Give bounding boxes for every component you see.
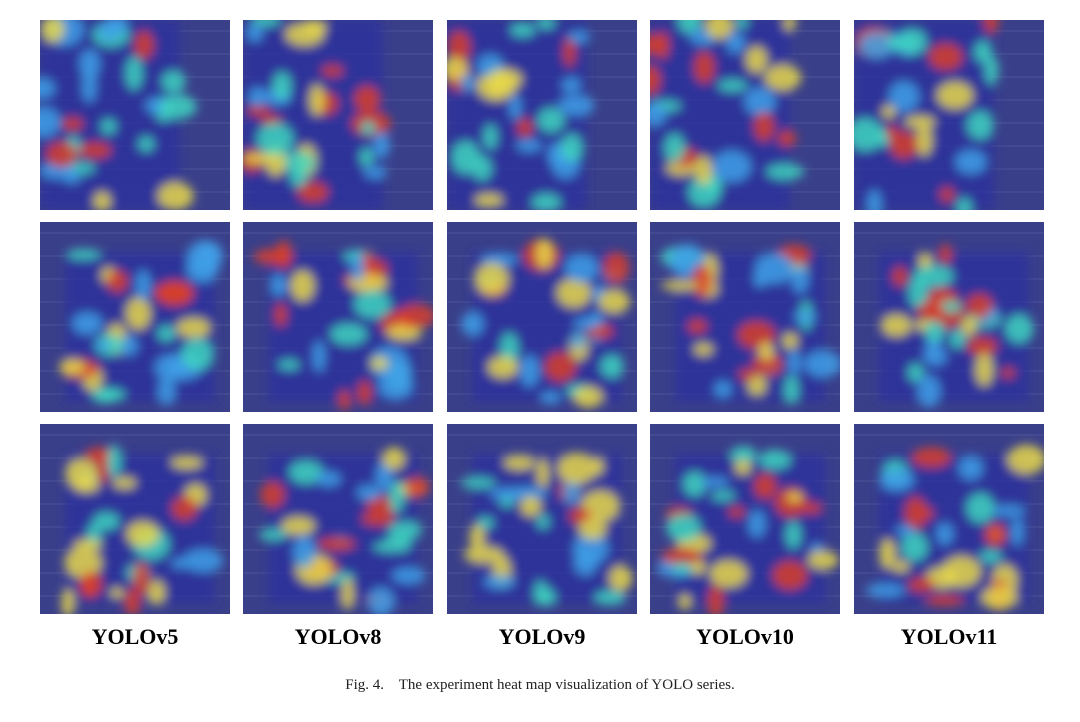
column-label-yolov9: YOLOv9 <box>498 624 586 649</box>
heatmap-overlay <box>854 222 1044 412</box>
heatmap-overlay <box>447 222 637 412</box>
heatmap-figure-grid <box>40 20 1044 614</box>
heatmap-overlay <box>650 222 840 412</box>
heatmap-image-yolov9-row-1 <box>447 20 637 210</box>
heatmap-overlay <box>854 20 1044 210</box>
heatmap-image-yolov10-row-1 <box>650 20 840 210</box>
heatmap-overlay <box>40 20 230 210</box>
heatmap-image-yolov9-row-2 <box>447 222 637 412</box>
column-label-yolov8: YOLOv8 <box>294 624 382 649</box>
heatmap-overlay <box>650 20 840 210</box>
heatmap-image-yolov8-row-1 <box>243 20 433 210</box>
heatmap-image-yolov9-row-3 <box>447 424 637 614</box>
heatmap-overlay <box>243 20 433 210</box>
heatmap-overlay <box>40 222 230 412</box>
heatmap-overlay <box>447 424 637 614</box>
heatmap-image-yolov5-row-2 <box>40 222 230 412</box>
column-label-yolov5: YOLOv5 <box>91 624 179 649</box>
heatmap-image-yolov11-row-1 <box>854 20 1044 210</box>
heatmap-overlay <box>854 424 1044 614</box>
heatmap-image-yolov5-row-3 <box>40 424 230 614</box>
heatmap-image-yolov10-row-2 <box>650 222 840 412</box>
heatmap-image-yolov8-row-2 <box>243 222 433 412</box>
heatmap-image-yolov10-row-3 <box>650 424 840 614</box>
heatmap-overlay <box>243 222 433 412</box>
heatmap-overlay <box>243 424 433 614</box>
heatmap-image-yolov8-row-3 <box>243 424 433 614</box>
heatmap-image-yolov5-row-1 <box>40 20 230 210</box>
column-label-yolov10: YOLOv10 <box>696 624 794 649</box>
figure-caption-prefix: Fig. 4. <box>345 677 385 693</box>
heatmap-overlay <box>40 424 230 614</box>
heatmap-overlay <box>447 20 637 210</box>
heatmap-image-yolov11-row-3 <box>854 424 1044 614</box>
heatmap-image-yolov11-row-2 <box>854 222 1044 412</box>
heatmap-overlay <box>650 424 840 614</box>
figure-caption-text: The experiment heat map visualization of… <box>398 677 735 693</box>
figure-caption: Fig. 4. The experiment heat map visualiz… <box>0 677 1080 694</box>
column-label-yolov11: YOLOv11 <box>900 624 998 649</box>
